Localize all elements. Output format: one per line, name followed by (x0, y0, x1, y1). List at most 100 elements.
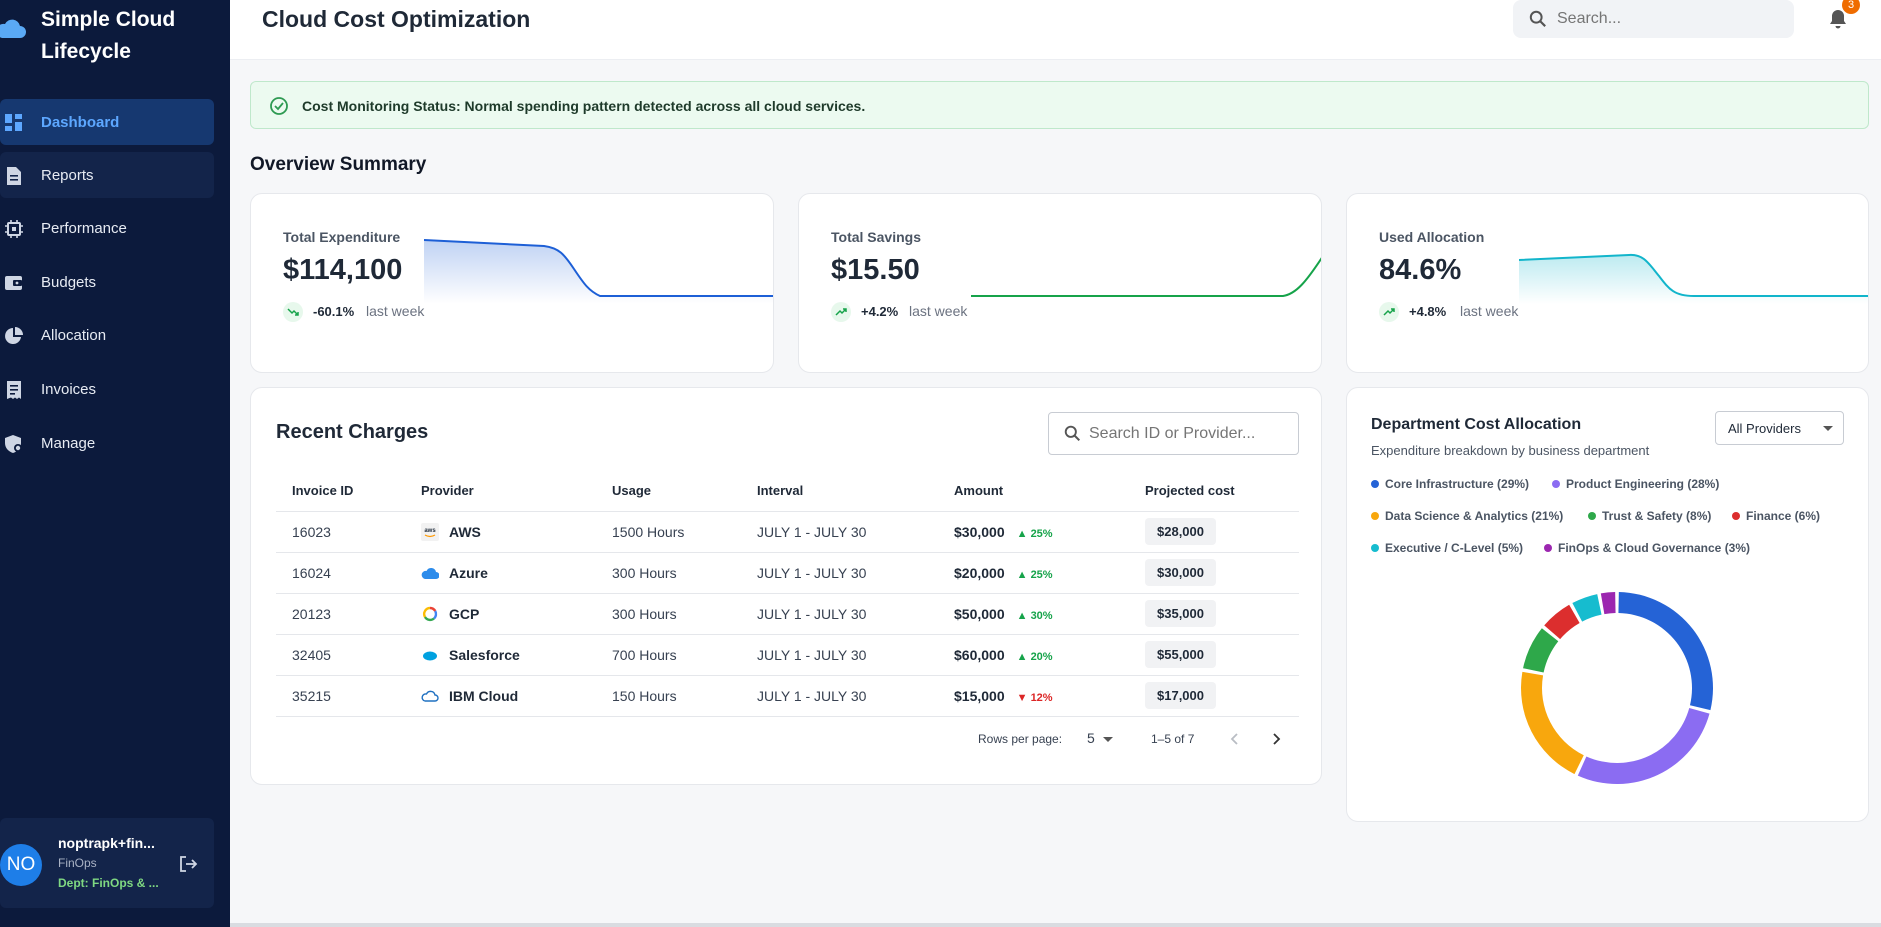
legend-label: Data Science & Analytics (21%) (1385, 509, 1564, 523)
legend-dot (1544, 544, 1552, 552)
stat-period: last week (1460, 303, 1519, 319)
stat-period: last week (366, 303, 425, 319)
sidebar-item-performance[interactable]: Performance (0, 205, 214, 251)
stat-change: +4.8% (1409, 304, 1447, 319)
change-up-icon: ▲ (1016, 568, 1031, 581)
user-department: Dept: FinOps & ... (58, 876, 159, 890)
avatar[interactable]: NO (0, 844, 42, 886)
projected-cost: $55,000 (1145, 641, 1216, 668)
chevron-down-icon (1823, 426, 1833, 431)
brand-title: Simple Cloud Lifecycle (41, 8, 176, 63)
cloud-logo-icon (0, 19, 26, 38)
projected-cell: $35,000 (1129, 593, 1299, 635)
provider-name: GCP (449, 605, 480, 622)
donut-segment[interactable] (1600, 592, 1616, 615)
search-input[interactable] (1557, 6, 1777, 32)
projected-cost: $28,000 (1145, 518, 1216, 545)
stat-value: 84.6% (1379, 254, 1462, 286)
svg-text:aws: aws (424, 528, 436, 534)
donut-segment[interactable] (1521, 671, 1584, 775)
sidebar-item-allocation[interactable]: Allocation (0, 312, 214, 358)
wallet-icon (5, 276, 22, 290)
search-icon (1529, 10, 1546, 27)
column-header[interactable]: Invoice ID (276, 471, 405, 512)
alert-text: Cost Monitoring Status: Normal spending … (302, 98, 866, 114)
sidebar-item-manage[interactable]: Manage (0, 420, 214, 466)
stat-card-savings: Total Savings $15.50 +4.2% last week (798, 193, 1322, 373)
charges-search-input[interactable] (1089, 421, 1289, 447)
provider-name: Azure (449, 564, 488, 581)
sidebar-item-dashboard[interactable]: Dashboard (0, 99, 214, 145)
change-up-icon: ▲ (1016, 650, 1031, 663)
shield-settings-icon (5, 435, 22, 453)
rows-per-page-select[interactable]: 5 (1087, 730, 1113, 746)
donut-segment[interactable] (1577, 708, 1710, 784)
legend-label: Product Engineering (28%) (1566, 477, 1720, 491)
invoice-id: 35215 (276, 675, 405, 717)
amount: $50,000 (954, 605, 1005, 622)
trending-up-icon (831, 302, 851, 322)
pie-chart-icon (5, 327, 23, 344)
department-allocation-card: Department Cost Allocation Expenditure b… (1346, 387, 1869, 822)
notification-badge: 3 (1842, 0, 1860, 14)
document-icon (7, 167, 21, 185)
logout-icon[interactable] (178, 854, 198, 874)
amount: $30,000 (954, 523, 1005, 540)
stat-card-allocation: Used Allocation 84.6% +4.8% last week (1346, 193, 1869, 373)
overview-title: Overview Summary (250, 154, 427, 175)
column-header[interactable]: Interval (741, 471, 938, 512)
charges-table: Invoice ID Provider Usage Interval Amoun… (276, 471, 1299, 717)
change-percent: 30% (1030, 609, 1053, 622)
donut-segment[interactable] (1572, 594, 1602, 622)
bell-icon[interactable] (1827, 8, 1849, 30)
donut-segment[interactable] (1544, 604, 1580, 640)
brand[interactable]: Simple Cloud Lifecycle (0, 0, 230, 80)
stat-card-expenditure: Total Expenditure $114,100 -60.1% last w… (250, 193, 774, 373)
column-header[interactable]: Provider (405, 471, 596, 512)
page-title: Cloud Cost Optimization (262, 6, 531, 32)
sidebar-item-reports[interactable]: Reports (0, 152, 214, 198)
table-row[interactable]: 32405 Salesforce 700 Hours JULY 1 - JULY… (276, 634, 1299, 676)
change-percent: 25% (1030, 568, 1053, 581)
legend-label: Executive / C-Level (5%) (1385, 541, 1524, 555)
provider-name: Salesforce (449, 646, 520, 663)
legend-label: Finance (6%) (1746, 509, 1821, 523)
usage: 300 Hours (596, 593, 741, 635)
aws-icon: aws (421, 522, 439, 541)
projected-cell: $28,000 (1129, 511, 1299, 553)
pagination-range: 1–5 of 7 (1151, 732, 1195, 746)
column-header[interactable]: Projected cost (1129, 471, 1299, 512)
bottom-scrollbar[interactable] (230, 923, 1881, 927)
table-row[interactable]: 16024 Azure 300 Hours JULY 1 - JULY 30 $… (276, 552, 1299, 594)
next-page-icon[interactable] (1269, 732, 1283, 746)
legend-item: FinOps & Cloud Governance (3%) (1544, 541, 1750, 555)
donut-segment[interactable] (1618, 592, 1713, 711)
legend-label: Trust & Safety (8%) (1602, 509, 1712, 523)
sidebar-item-label: Manage (41, 434, 96, 452)
interval: JULY 1 - JULY 30 (741, 675, 938, 717)
global-search (1513, 0, 1794, 38)
interval: JULY 1 - JULY 30 (741, 511, 938, 553)
provider-filter-select[interactable]: All Providers (1715, 411, 1844, 445)
legend-item: Executive / C-Level (5%) (1371, 541, 1523, 555)
column-header[interactable]: Amount (938, 471, 1129, 512)
legend-item: Product Engineering (28%) (1552, 477, 1719, 491)
interval: JULY 1 - JULY 30 (741, 552, 938, 594)
amount-cell: $30,000 ▲ 25% (938, 511, 1129, 553)
table-row[interactable]: 16023 aws AWS 1500 Hours JULY 1 - JULY 30… (276, 511, 1299, 553)
sidebar-item-invoices[interactable]: Invoices (0, 366, 214, 412)
gcp-icon (423, 606, 438, 621)
recent-charges-title: Recent Charges (276, 421, 429, 443)
legend-item: Core Infrastructure (29%) (1371, 477, 1529, 491)
table-row[interactable]: 20123 GCP 300 Hours JULY 1 - JULY 30 $50… (276, 593, 1299, 635)
stat-label: Total Expenditure (283, 229, 401, 245)
sidebar-item-label: Reports (41, 166, 94, 184)
change-up-icon: ▲ (1016, 527, 1031, 540)
column-header[interactable]: Usage (596, 471, 741, 512)
table-row[interactable]: 35215 IBM Cloud 150 Hours JULY 1 - JULY … (276, 675, 1299, 717)
donut-segment[interactable] (1523, 628, 1559, 673)
previous-page-icon[interactable] (1228, 732, 1242, 746)
sidebar-item-budgets[interactable]: Budgets (0, 259, 214, 305)
legend-dot (1552, 480, 1560, 488)
department-donut-chart (1521, 592, 1713, 784)
